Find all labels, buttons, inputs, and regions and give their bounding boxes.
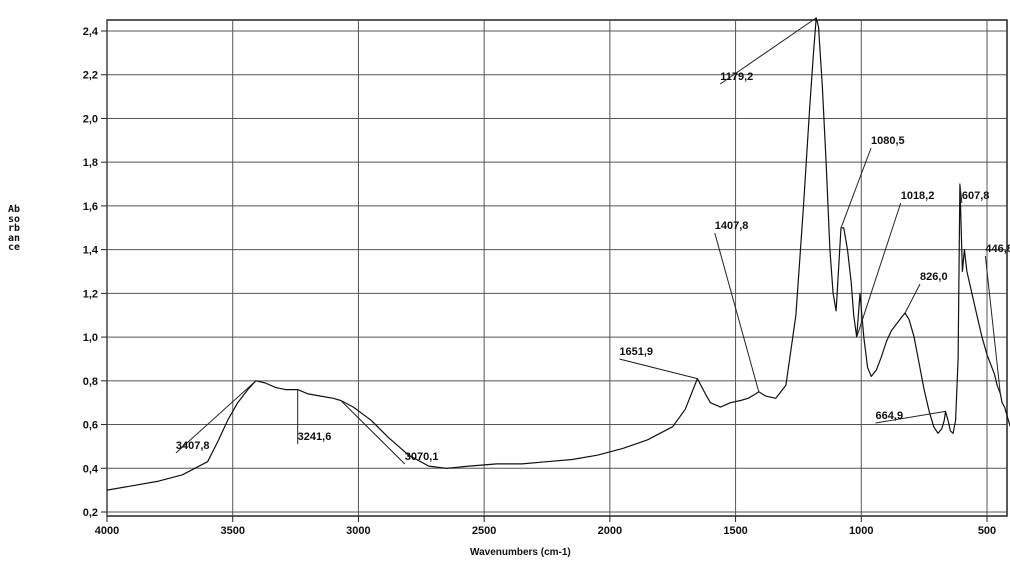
peak-label: 446,8	[985, 243, 1010, 255]
x-tick-label: 3000	[346, 525, 370, 537]
peak-annotations: 3407,8 3241,6 3070,1 1651,9 1407,8 1179,2 1080…	[175, 17, 1010, 465]
y-axis-label: Absorbance	[7, 204, 21, 254]
spectrum-line	[106, 17, 1010, 491]
peak-label: 1407,8	[715, 220, 749, 232]
peak-label: 3407,8	[176, 440, 210, 452]
peak-label: 826,0	[920, 271, 948, 283]
x-tick-label: 4000	[95, 525, 119, 537]
peak-label: 3070,1	[405, 451, 439, 463]
peak-label: 3241,6	[298, 431, 332, 443]
x-tick-label: 1500	[723, 525, 747, 537]
y-tick-label: 1,0	[83, 332, 98, 344]
y-tick-label: 0,8	[83, 376, 98, 388]
annotation-leader	[984, 255, 1001, 394]
annotation-leader	[175, 380, 257, 454]
peak-label: 1080,5	[871, 135, 905, 147]
x-tick-label: 500	[978, 525, 996, 537]
y-tick-label: 1,6	[83, 201, 98, 213]
x-tick-label: 1000	[849, 525, 873, 537]
x-tick-label: 3500	[220, 525, 244, 537]
plot-area	[106, 19, 1008, 517]
annotation-leader	[714, 232, 760, 392]
peak-label: 607,8	[962, 190, 990, 202]
annotation-leader	[719, 17, 817, 85]
annotation-leader	[856, 202, 902, 338]
annotation-leader	[840, 147, 872, 228]
y-tick-label: 2,0	[83, 113, 98, 125]
y-tick-label: 0,4	[83, 463, 99, 475]
y-tick-label: 1,4	[83, 245, 99, 257]
annotation-leader	[875, 410, 946, 424]
y-tick-label: 2,2	[83, 70, 98, 82]
y-tick-label: 0,6	[83, 420, 98, 432]
annotation-leader	[904, 283, 921, 314]
y-tick-label: 0,2	[83, 507, 98, 519]
peak-label: 1651,9	[619, 346, 653, 358]
y-axis: 0,2 0,4 0,6 0,8 1,0 1,2 1,4 1,6 1,8 2,0 2,2 2,4	[83, 26, 107, 519]
y-tick-label: 1,2	[83, 288, 98, 300]
peak-label: 664,9	[876, 410, 904, 422]
x-tick-label: 2000	[598, 525, 622, 537]
annotation-leader	[619, 358, 698, 380]
annotation-leader	[959, 183, 963, 204]
y-tick-label: 2,4	[83, 26, 99, 38]
grid	[106, 20, 1007, 516]
y-tick-label: 1,8	[83, 157, 98, 169]
peak-label: 1018,2	[901, 190, 935, 202]
x-tick-label: 2500	[472, 525, 496, 537]
peak-label: 1179,2	[720, 71, 753, 83]
x-axis-label: Wavenumbers (cm-1)	[470, 547, 571, 558]
x-axis: 4000 3500 3000 2500 2000 1500 1000 500	[95, 516, 996, 537]
annotation-leader	[340, 400, 406, 465]
series-group	[106, 17, 1010, 491]
